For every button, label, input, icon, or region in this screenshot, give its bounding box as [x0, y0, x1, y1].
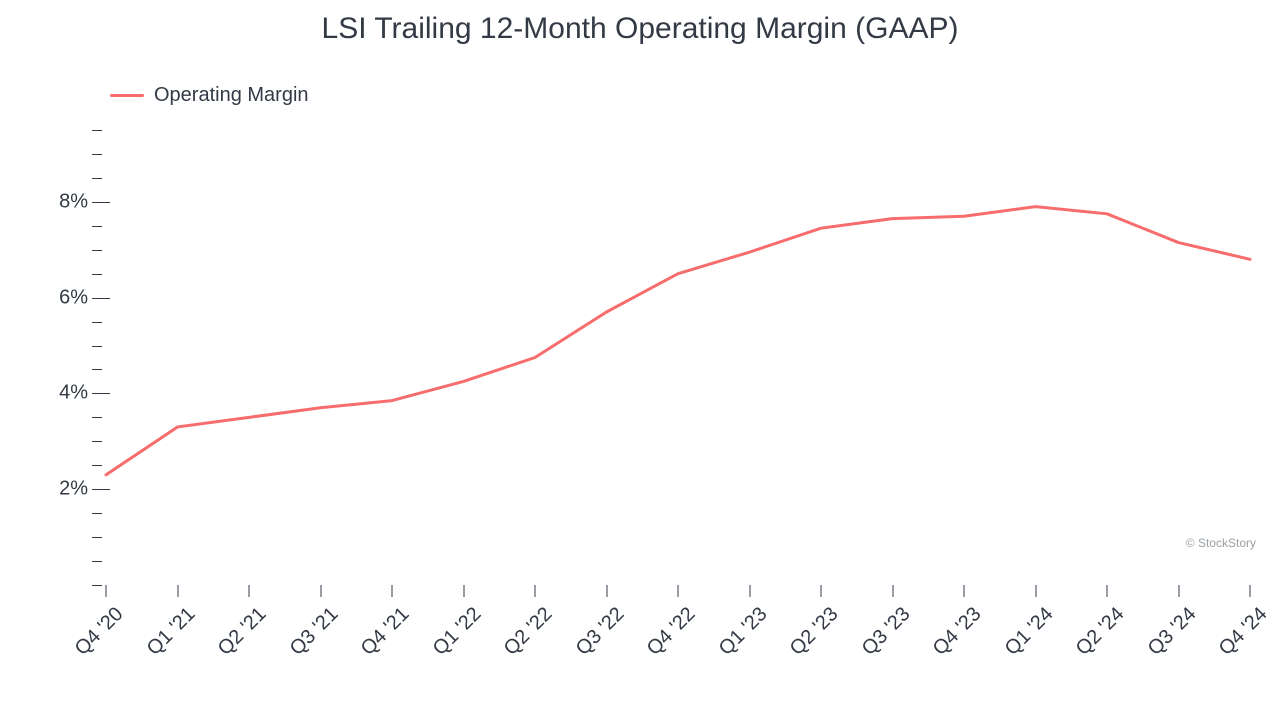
y-minor-tick — [92, 130, 102, 131]
y-minor-tick — [92, 441, 102, 442]
x-tick — [749, 585, 750, 597]
y-minor-tick — [92, 346, 102, 347]
y-major-tick — [92, 393, 110, 394]
x-tick — [1035, 585, 1036, 597]
y-minor-tick — [92, 561, 102, 562]
y-minor-tick — [92, 178, 102, 179]
y-minor-tick — [92, 417, 102, 418]
y-minor-tick — [92, 369, 102, 370]
y-major-tick — [92, 202, 110, 203]
y-tick-label: 8% — [59, 190, 88, 213]
x-tick — [1250, 585, 1251, 597]
x-tick — [678, 585, 679, 597]
chart-container: LSI Trailing 12-Month Operating Margin (… — [0, 0, 1280, 720]
x-tick — [320, 585, 321, 597]
y-minor-tick — [92, 226, 102, 227]
x-tick — [964, 585, 965, 597]
y-minor-tick — [92, 465, 102, 466]
y-tick-label: 4% — [59, 382, 88, 405]
x-tick — [177, 585, 178, 597]
y-major-tick — [92, 489, 110, 490]
attribution: © StockStory — [1186, 536, 1256, 550]
y-minor-tick — [92, 585, 102, 586]
x-tick — [535, 585, 536, 597]
x-tick — [106, 585, 107, 597]
y-minor-tick — [92, 274, 102, 275]
x-tick — [249, 585, 250, 597]
x-tick — [606, 585, 607, 597]
y-minor-tick — [92, 322, 102, 323]
y-minor-tick — [92, 154, 102, 155]
y-minor-tick — [92, 537, 102, 538]
y-minor-tick — [92, 250, 102, 251]
x-tick — [821, 585, 822, 597]
y-major-tick — [92, 298, 110, 299]
x-tick — [1178, 585, 1179, 597]
x-tick — [392, 585, 393, 597]
y-tick-label: 6% — [59, 286, 88, 309]
series-line — [106, 207, 1250, 475]
y-minor-tick — [92, 513, 102, 514]
x-tick — [463, 585, 464, 597]
x-tick — [1107, 585, 1108, 597]
y-tick-label: 2% — [59, 478, 88, 501]
x-tick — [892, 585, 893, 597]
